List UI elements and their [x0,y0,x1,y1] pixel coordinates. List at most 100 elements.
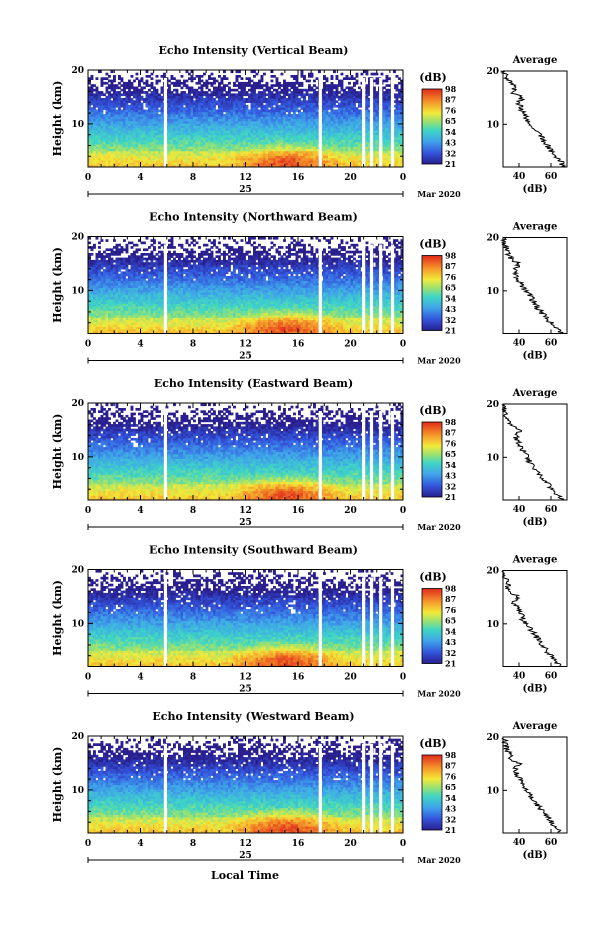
intensity-cell [98,312,101,316]
intensity-cell [280,164,284,168]
intensity-cell [275,155,279,159]
intensity-cell [218,100,221,103]
intensity-cell [383,144,386,147]
intensity-cell [210,100,214,103]
intensity-cell [360,141,364,145]
intensity-cell [285,84,289,87]
intensity-cell [100,141,104,145]
intensity-cell [238,121,241,124]
intensity-cell [103,278,106,281]
intensity-cell [90,146,94,149]
intensity-cell [150,72,154,76]
intensity-cell [98,315,101,318]
data-gap [318,78,322,167]
intensity-cell [358,116,361,120]
intensity-cell [155,155,159,159]
intensity-cell [88,146,91,149]
intensity-cell [368,81,371,85]
intensity-cell [360,98,364,101]
intensity-cell [395,123,399,126]
intensity-cell [105,100,109,103]
intensity-cell [348,98,351,101]
intensity-cell [265,100,269,103]
intensity-cell [188,160,191,163]
intensity-cell [303,95,306,99]
intensity-cell [175,130,179,133]
intensity-cell [133,100,136,103]
intensity-cell [345,127,349,131]
intensity-cell [323,116,326,120]
intensity-cell [398,160,401,163]
intensity-cell [338,102,341,106]
intensity-cell [170,132,174,136]
intensity-cell [88,269,91,272]
intensity-cell [215,91,219,94]
intensity-cell [130,139,134,143]
intensity-cell [310,150,314,154]
intensity-cell [300,153,304,156]
intensity-cell [148,150,151,154]
intensity-cell [98,118,101,122]
intensity-cell [393,160,396,163]
intensity-cell [183,102,186,106]
intensity-cell [223,141,226,145]
intensity-cell [130,125,134,129]
intensity-cell [340,130,344,133]
intensity-cell [253,162,256,166]
intensity-cell [323,84,326,87]
intensity-cell [273,134,276,138]
intensity-cell [160,127,164,131]
intensity-cell [148,132,151,136]
intensity-cell [123,121,126,124]
intensity-cell [323,127,326,131]
intensity-cell [368,77,371,80]
intensity-cell [203,104,206,108]
intensity-cell [355,109,359,113]
intensity-cell [343,107,346,110]
intensity-cell [395,127,399,131]
intensity-cell [138,150,141,154]
intensity-cell [253,137,256,140]
intensity-cell [223,109,226,113]
intensity-cell [138,88,141,92]
intensity-cell [138,116,141,120]
intensity-cell [295,139,299,143]
intensity-cell [98,98,101,101]
intensity-cell [388,123,391,126]
intensity-cell [333,84,336,87]
intensity-cell [155,157,159,161]
intensity-cell [250,148,254,152]
intensity-cell [280,134,284,138]
intensity-cell [140,144,144,147]
intensity-cell [88,303,91,307]
intensity-cell [88,264,91,268]
intensity-cell [188,91,191,94]
intensity-cell [340,127,344,131]
intensity-cell [323,98,326,101]
intensity-cell [265,98,269,101]
intensity-cell [350,150,354,154]
intensity-cell [398,146,401,149]
colorbar-tick-label: 32 [445,148,456,158]
intensity-cell [178,121,181,124]
intensity-cell [333,132,336,136]
intensity-cell [103,114,106,117]
intensity-cell [328,162,331,166]
intensity-cell [123,111,126,115]
intensity-cell [343,141,346,145]
intensity-cell [130,118,134,122]
intensity-cell [330,148,334,152]
intensity-cell [88,118,91,122]
intensity-cell [368,123,371,126]
intensity-cell [258,102,261,106]
intensity-cell [245,127,249,131]
intensity-cell [145,121,149,124]
intensity-cell [148,134,151,138]
intensity-cell [190,162,194,166]
intensity-cell [268,109,271,113]
intensity-cell [290,114,294,117]
intensity-cell [175,148,179,152]
intensity-cell [238,141,241,145]
intensity-cell [280,160,284,163]
intensity-cell [268,141,271,145]
